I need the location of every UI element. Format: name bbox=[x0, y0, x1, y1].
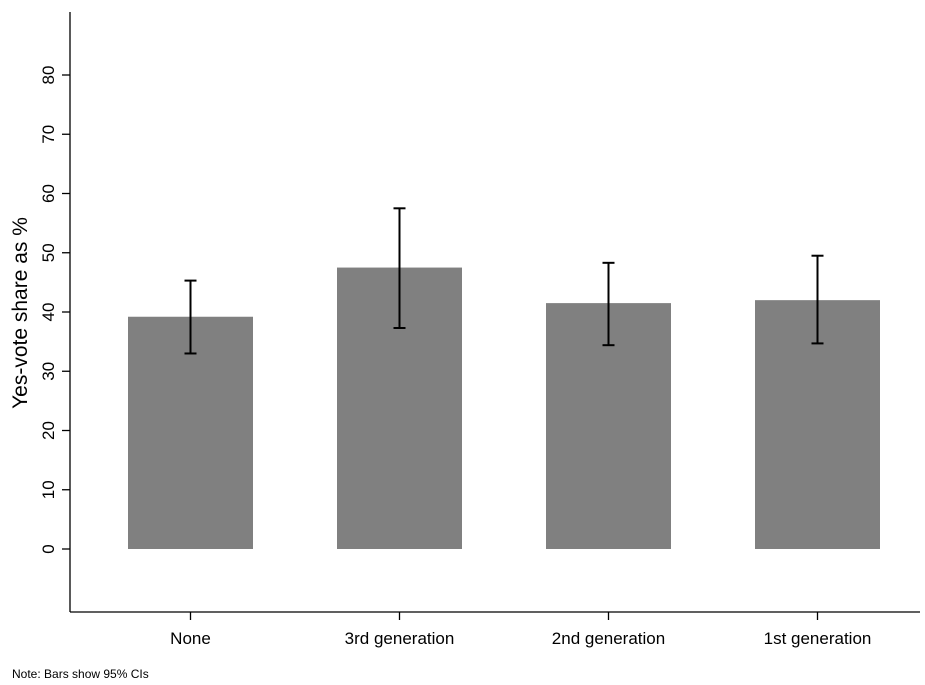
chart-note: Note: Bars show 95% CIs bbox=[12, 667, 149, 681]
x-tick-label: None bbox=[170, 629, 211, 648]
bar-chart: 0 10 20 30 40 50 60 70 80 None 3rd generation 2nd … bbox=[9, 12, 920, 648]
x-ticks: None 3rd generation 2nd generation 1st gene… bbox=[170, 612, 871, 648]
error-bar bbox=[393, 207, 406, 329]
y-tick-label: 20 bbox=[39, 421, 58, 440]
bar bbox=[128, 316, 253, 549]
x-tick-label: 2nd generation bbox=[552, 629, 665, 648]
y-tick-label: 60 bbox=[39, 184, 58, 203]
y-tick-label: 30 bbox=[39, 362, 58, 381]
x-tick-label: 3rd generation bbox=[345, 629, 455, 648]
y-axis-title: Yes-vote share as % bbox=[9, 217, 32, 409]
error-bars bbox=[184, 207, 824, 355]
y-tick-label: 80 bbox=[39, 66, 58, 85]
y-tick-label: 10 bbox=[39, 480, 58, 499]
error-bar bbox=[602, 261, 615, 347]
y-tick-label: 50 bbox=[39, 243, 58, 262]
error-bar bbox=[811, 254, 824, 345]
y-tick-label: 40 bbox=[39, 303, 58, 322]
x-tick-label: 1st generation bbox=[764, 629, 872, 648]
y-ticks: 0 10 20 30 40 50 60 70 80 bbox=[39, 66, 70, 554]
y-tick-label: 70 bbox=[39, 125, 58, 144]
bars bbox=[128, 267, 880, 549]
y-tick-label: 0 bbox=[39, 544, 58, 553]
error-bar bbox=[184, 279, 197, 355]
